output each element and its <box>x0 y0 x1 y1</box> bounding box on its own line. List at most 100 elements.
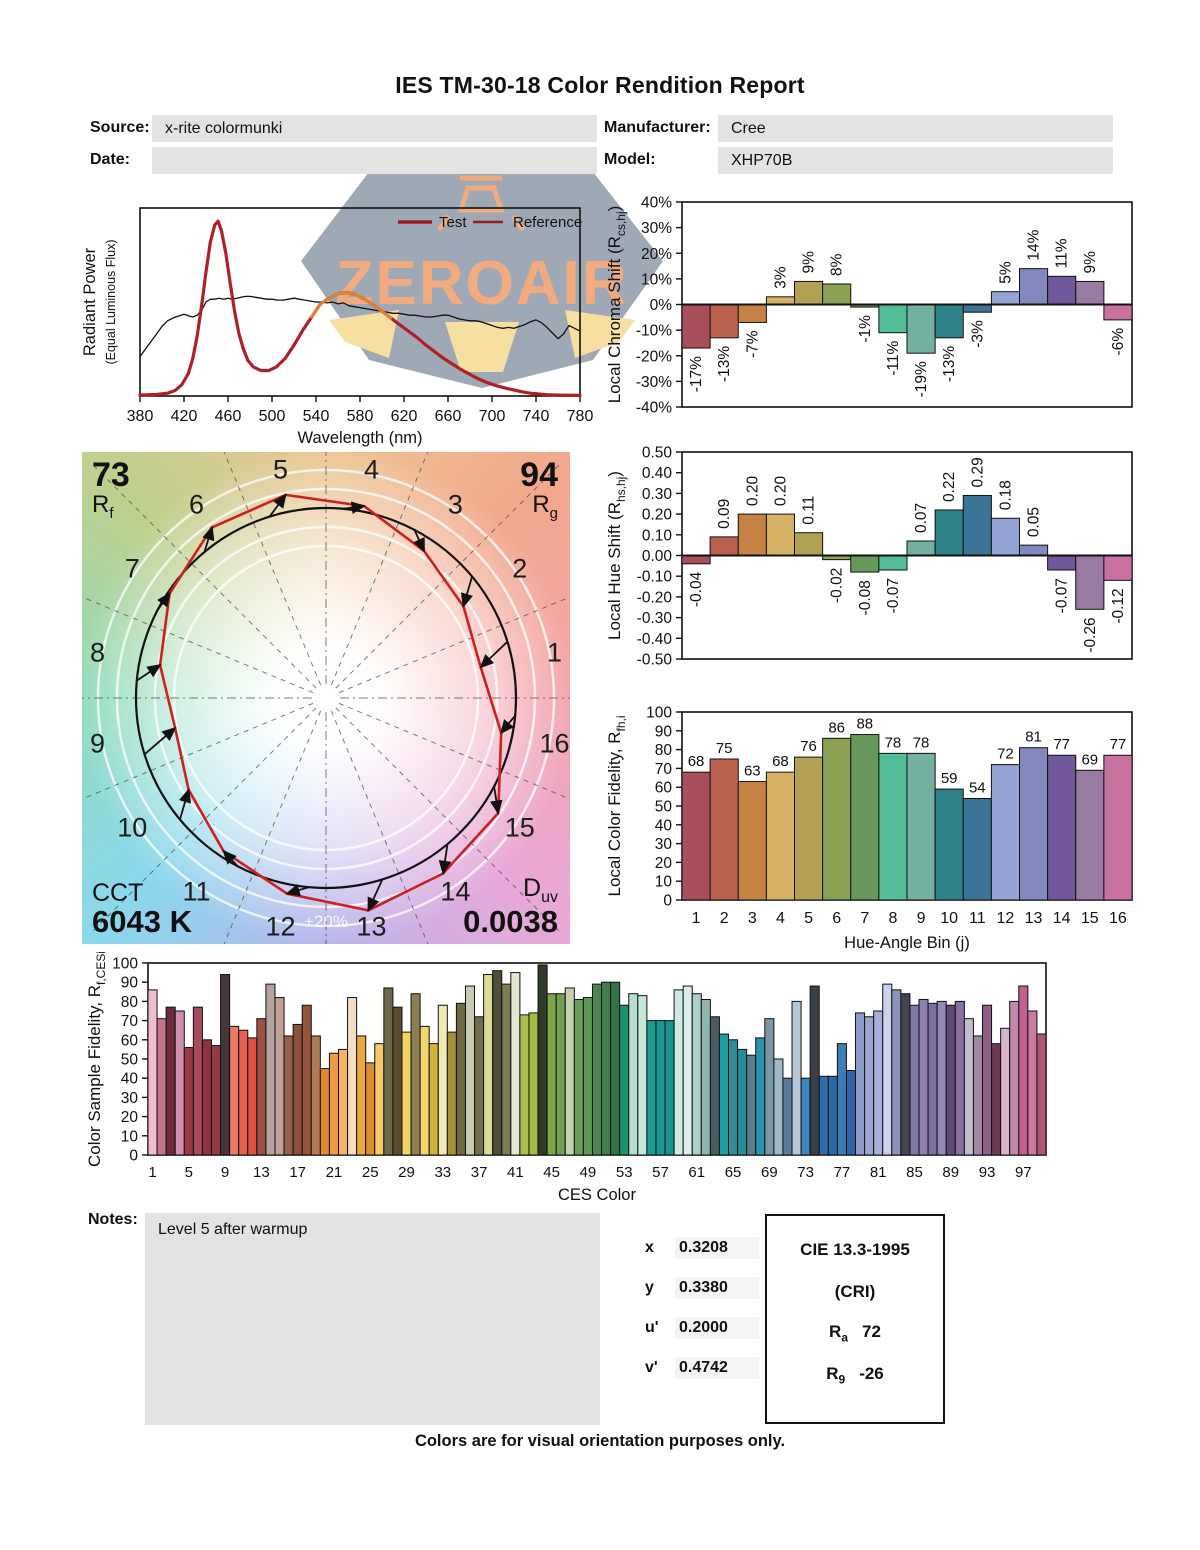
svg-text:0.22: 0.22 <box>941 472 958 502</box>
svg-text:97: 97 <box>1015 1164 1032 1181</box>
svg-text:-11%: -11% <box>885 340 902 375</box>
svg-text:580: 580 <box>347 408 374 425</box>
svg-text:78: 78 <box>885 734 902 751</box>
svg-text:61: 61 <box>688 1164 705 1181</box>
svg-text:75: 75 <box>716 740 733 757</box>
svg-text:16: 16 <box>1109 910 1127 927</box>
svg-text:780: 780 <box>567 408 594 425</box>
svg-text:15: 15 <box>1081 910 1099 927</box>
svg-text:5%: 5% <box>997 261 1014 284</box>
svg-text:41: 41 <box>507 1164 524 1181</box>
svg-text:13: 13 <box>1025 910 1043 927</box>
svg-text:90: 90 <box>655 723 673 740</box>
local-chroma-shift-chart: 40% 30% 20% 10% 0% -10% -20% -30% -40% -17% -13% -7… <box>605 195 1133 417</box>
svg-text:CES Color: CES Color <box>558 1186 636 1204</box>
svg-text:-0.07: -0.07 <box>885 578 902 613</box>
model-field[interactable]: XHP70B <box>718 147 1113 174</box>
chromaticity-row-u: u' 0.2000 <box>645 1317 759 1339</box>
svg-text:10: 10 <box>655 874 673 891</box>
color-wheel-background <box>82 452 570 944</box>
svg-text:2: 2 <box>512 554 527 584</box>
svg-text:-0.07: -0.07 <box>1054 578 1071 613</box>
cri-standard: CIE 13.3-1995 <box>800 1240 910 1259</box>
svg-text:-6%: -6% <box>1110 328 1127 356</box>
svg-text:Color Sample Fidelity, Rf,CESi: Color Sample Fidelity, Rf,CESi <box>85 952 108 1167</box>
svg-text:0.10: 0.10 <box>642 527 673 544</box>
svg-text:30%: 30% <box>641 220 672 237</box>
svg-text:Local Chroma Shift (Rcs,hj): Local Chroma Shift (Rcs,hj) <box>605 206 628 404</box>
svg-text:77: 77 <box>1110 736 1127 753</box>
svg-text:-0.04: -0.04 <box>688 571 705 607</box>
svg-text:0.11: 0.11 <box>801 496 818 525</box>
svg-text:40: 40 <box>655 817 673 834</box>
svg-text:-40%: -40% <box>636 400 672 417</box>
manufacturer-field[interactable]: Cree <box>718 115 1113 142</box>
svg-text:Reference: Reference <box>513 214 582 231</box>
svg-text:29: 29 <box>398 1164 415 1181</box>
svg-text:14%: 14% <box>1026 229 1043 260</box>
svg-text:0.07: 0.07 <box>913 503 930 533</box>
svg-text:59: 59 <box>941 770 958 787</box>
svg-text:40%: 40% <box>641 195 672 212</box>
svg-text:-19%: -19% <box>913 361 930 397</box>
svg-text:7: 7 <box>125 554 140 584</box>
svg-text:45: 45 <box>543 1164 560 1181</box>
ring-percent-label: +20% <box>304 912 348 931</box>
svg-text:9%: 9% <box>1082 251 1099 274</box>
svg-text:-17%: -17% <box>688 356 705 392</box>
svg-text:50: 50 <box>655 799 673 816</box>
ra-value: 72 <box>862 1322 881 1341</box>
svg-text:5: 5 <box>273 454 288 484</box>
notes-text: Level 5 after warmup <box>158 1221 308 1238</box>
svg-text:20: 20 <box>655 855 673 872</box>
model-value: XHP70B <box>731 152 793 169</box>
svg-text:60: 60 <box>655 780 673 797</box>
svg-text:86: 86 <box>828 719 845 736</box>
svg-text:1: 1 <box>692 910 701 927</box>
svg-text:8: 8 <box>888 910 897 927</box>
svg-text:-7%: -7% <box>744 330 761 358</box>
svg-text:0.20: 0.20 <box>744 476 761 507</box>
svg-text:2: 2 <box>720 910 729 927</box>
svg-text:20%: 20% <box>641 246 672 263</box>
rf-symbol: Rf <box>92 490 114 522</box>
svg-text:10%: 10% <box>641 271 672 288</box>
svg-text:11%: 11% <box>1054 238 1071 268</box>
svg-text:Local Hue Shift (Rhs,hj): Local Hue Shift (Rhs,hj) <box>605 471 628 640</box>
svg-text:4: 4 <box>776 910 785 927</box>
color-vector-graphic: 1 2 3 4 5 6 7 8 9 10 11 12 13 14 15 16 73 Rf 94 Rg CCT … <box>82 452 570 944</box>
svg-text:80: 80 <box>121 994 139 1011</box>
svg-text:0.20: 0.20 <box>642 507 673 524</box>
svg-text:37: 37 <box>471 1164 488 1181</box>
x-value: 0.3208 <box>675 1237 759 1259</box>
svg-text:11: 11 <box>183 877 211 907</box>
svg-text:14: 14 <box>440 877 470 907</box>
source-field[interactable]: x-rite colormunki <box>152 115 597 142</box>
rf-value: 73 <box>92 456 130 494</box>
cct-stat: CCT 6043 K <box>92 880 192 938</box>
svg-text:13: 13 <box>356 912 386 942</box>
notes-field[interactable]: Level 5 after warmup <box>145 1213 600 1425</box>
svg-text:3: 3 <box>748 910 757 927</box>
r9-row: R9 -26 <box>826 1364 884 1387</box>
svg-text:100: 100 <box>112 956 138 973</box>
svg-text:7: 7 <box>860 910 869 927</box>
svg-text:49: 49 <box>580 1164 597 1181</box>
svg-text:3: 3 <box>448 489 463 519</box>
svg-text:9%: 9% <box>801 251 818 274</box>
model-label: Model: <box>604 151 656 168</box>
ra-row: Ra 72 <box>829 1322 881 1345</box>
svg-text:20: 20 <box>121 1109 139 1126</box>
svg-text:10: 10 <box>940 910 958 927</box>
svg-text:700: 700 <box>479 408 506 425</box>
svg-text:9: 9 <box>90 728 105 758</box>
svg-text:-0.12: -0.12 <box>1110 588 1127 623</box>
svg-text:Wavelength (nm): Wavelength (nm) <box>297 429 422 447</box>
svg-text:740: 740 <box>523 408 550 425</box>
local-hue-shift-chart: 0.500.400.300.200.100.00-0.10-0.20-0.30-… <box>605 445 1133 669</box>
svg-text:4: 4 <box>364 454 379 484</box>
date-field[interactable] <box>152 147 597 174</box>
spectral-power-chart: 380 420 460 500 540 580 620 660 700 740 780 Wavelen… <box>81 207 594 447</box>
svg-text:50: 50 <box>121 1052 139 1069</box>
svg-text:-3%: -3% <box>969 320 986 348</box>
